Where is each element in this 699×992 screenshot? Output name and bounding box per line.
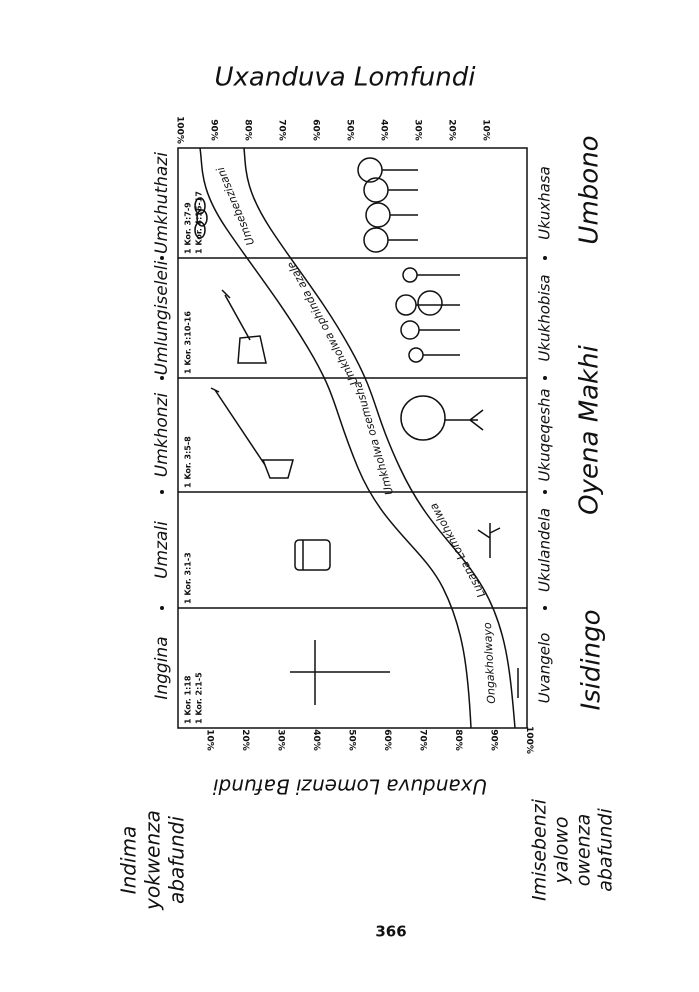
scale-label: 20% [240, 729, 250, 751]
scale-label: 30% [276, 729, 286, 751]
scripture-reference: 1 Kor. 4:16-17 [195, 191, 204, 254]
side-note: yalowo [551, 817, 573, 885]
hammer-icon [237, 335, 267, 364]
scale-label: 80% [453, 729, 463, 751]
stage-label: Umsebenzisani [214, 165, 257, 247]
side-note: Imisebenzi [529, 798, 551, 901]
scale-label: 70% [418, 729, 428, 751]
role-label: Inggina [152, 636, 172, 699]
forest-icon [357, 157, 418, 253]
scripture-reference: 1 Kor. 3:5-8 [184, 436, 193, 488]
scale-label: 100% [175, 116, 185, 144]
side-note: abafundi [165, 816, 189, 904]
scale-label: 40% [379, 119, 389, 141]
diagram: Inggina Uvangelo 1 Kor. 1:18 1 Kor. 2:1-5 Um… [152, 147, 554, 729]
title: Uxanduva Lomfundi [215, 63, 477, 93]
activity-label: Ukuxhasa [536, 166, 554, 240]
bottom-label: Umbono [575, 135, 605, 244]
scale-label: 60% [382, 729, 392, 751]
role-label: Umkhonzi [152, 393, 172, 478]
scripture-reference: 1 Kor. 3:7-9 [184, 202, 193, 254]
scale-label: 20% [447, 119, 457, 141]
scripture-reference: 1 Kor. 3:10-16 [184, 311, 193, 374]
separator-dot [160, 606, 164, 610]
shovel-icon [261, 459, 294, 479]
axis-caption: Uxanduva Lomenzi Bafundi [213, 775, 488, 799]
side-note: yokwenza [141, 810, 165, 911]
separator-dot [543, 376, 547, 380]
separator-dot [543, 606, 547, 610]
stage-label: Umkholwa osemusha [351, 380, 396, 497]
shovel-icon [210, 387, 266, 466]
milk-can-icon [294, 539, 331, 571]
stage-label: Umkholwa ophinda azale [284, 259, 360, 387]
scale-label: 10% [481, 119, 491, 141]
sapling-icon [477, 523, 501, 558]
scale-label: 70% [277, 119, 287, 141]
separator-dot [160, 490, 164, 494]
activity-label: Ukuqeqesha [536, 388, 554, 481]
scale-label: 60% [311, 119, 321, 141]
activity-label: Ukukhobisa [536, 274, 554, 361]
stage-label: Ongakholwayo [481, 622, 498, 704]
table-border [177, 147, 528, 729]
scale-label: 90% [209, 119, 219, 141]
separator-dot [160, 256, 164, 260]
growth-path-edge [243, 147, 516, 729]
side-note: Indima [117, 826, 141, 895]
tree-icon [400, 395, 446, 441]
scale-label: 80% [243, 119, 253, 141]
scale-label: 40% [311, 729, 321, 751]
scale-label: 50% [345, 119, 355, 141]
growth-path-edge [199, 147, 472, 729]
scale-label: 100% [524, 726, 534, 754]
bottom-label: Oyena Makhi [575, 344, 605, 514]
scale-label: 30% [413, 119, 423, 141]
bottom-label: Isidingo [577, 609, 607, 710]
activity-label: Ukulandela [536, 508, 554, 592]
scripture-reference: 1 Kor. 3:1-3 [184, 552, 193, 604]
role-label: Umzali [152, 521, 172, 579]
role-label: Umlungiseleli [152, 260, 172, 375]
side-note: owenza [573, 814, 595, 887]
separator-dot [543, 490, 547, 494]
scale-label: 10% [205, 729, 215, 751]
scripture-reference: 1 Kor. 2:1-5 [195, 672, 204, 724]
scripture-reference: 1 Kor. 1:18 [184, 675, 193, 724]
separator-dot [543, 256, 547, 260]
side-note: abafundi [595, 808, 617, 892]
chain-icon [194, 197, 208, 239]
separator-dot [160, 376, 164, 380]
hammer-icon [221, 289, 251, 341]
scale-label: 90% [489, 729, 499, 751]
scale-label: 50% [347, 729, 357, 751]
stage-label: Lusana Lomkholwa [427, 501, 488, 600]
tree-icon [445, 409, 484, 431]
activity-label: Uvangelo [536, 633, 554, 704]
tree-group-icon [395, 267, 460, 363]
role-label: Umkhuthazi [152, 152, 172, 254]
page-number: 366 [375, 923, 406, 941]
